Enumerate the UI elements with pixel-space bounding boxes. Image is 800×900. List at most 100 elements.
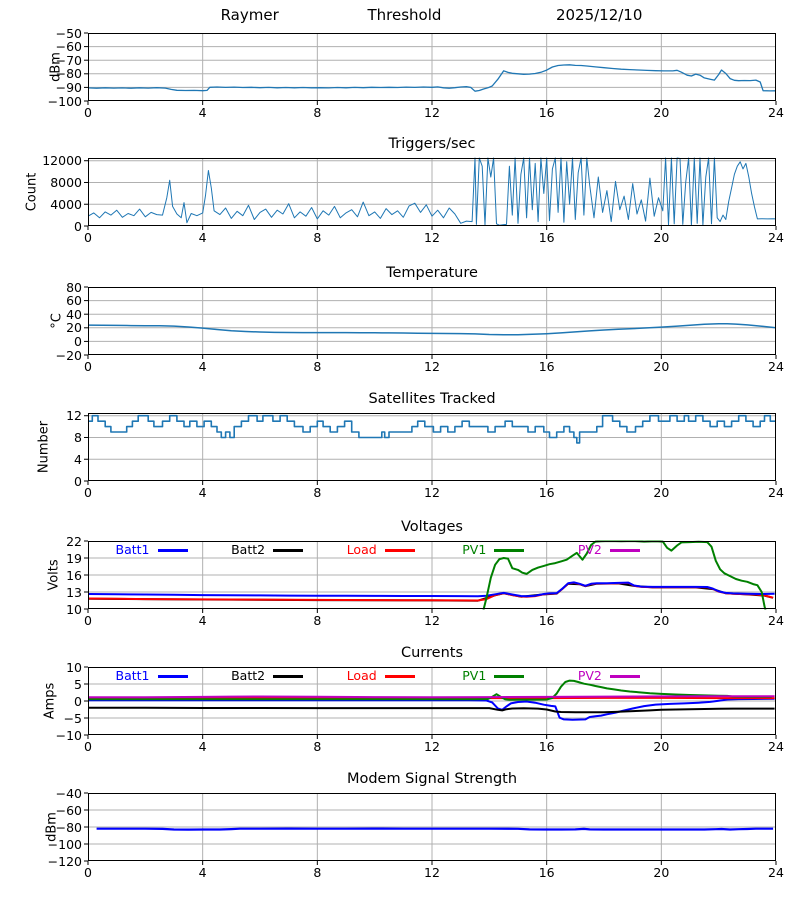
x-tick-label: 0 — [84, 865, 92, 880]
x-tick-label: 0 — [84, 613, 92, 628]
legend-line-swatch — [494, 549, 525, 552]
currents-axes: Currents Amps Batt1 Batt2 Load PV1 PV2 −10 −5… — [43, 645, 784, 754]
y-tick-label: 40 — [66, 306, 82, 322]
series-group — [88, 679, 775, 721]
x-tick-label: 0 — [84, 359, 92, 374]
chart-title: Modem Signal Strength — [346, 771, 518, 787]
x-tick-label: 20 — [653, 613, 670, 628]
plot-frame — [88, 413, 776, 481]
received-power-axes: Raymer Threshold 2025/12/10 dBm −100 −90−… — [48, 6, 784, 120]
x-tick-label: 24 — [768, 485, 784, 500]
y-tick-label: −120 — [47, 853, 82, 869]
y-tick-label: 12 — [66, 408, 82, 424]
panel-satellites: Satellites Tracked Number 0 4 8 12 0 4 8 12 16 20… — [0, 391, 800, 513]
y-tick-label: 0 — [74, 333, 82, 349]
y-tick-label: −100 — [47, 93, 82, 109]
x-tick-label: 12 — [424, 613, 440, 628]
legend-item-pv1: PV1 — [462, 668, 525, 686]
y-tick-label: 0 — [74, 473, 82, 489]
y-tick-label: −60 — [55, 39, 82, 55]
legend-item-batt1: Batt1 — [116, 542, 188, 560]
y-tick-label: 19 — [66, 550, 82, 566]
x-tick-label: 24 — [768, 359, 784, 374]
y-tick-label: 80 — [66, 279, 82, 295]
legend-line-swatch — [157, 549, 188, 552]
currents-legend: Batt1 Batt2 Load PV1 PV2 — [88, 668, 776, 686]
legend-item-pv2: PV2 — [578, 542, 640, 560]
x-tick-label: 24 — [768, 613, 784, 628]
y-tick-label: −5 — [63, 710, 82, 726]
y-tick-label: −40 — [55, 785, 82, 801]
triggers-plot — [84, 157, 777, 230]
y-tick-label: 20 — [66, 320, 82, 336]
y-tick-label: −90 — [55, 79, 82, 95]
plot-frame — [88, 541, 776, 609]
x-tick-label: 4 — [198, 485, 207, 500]
legend-label: PV1 — [462, 668, 487, 683]
chart-title: Satellites Tracked — [368, 391, 496, 407]
x-tick-label: 24 — [768, 739, 784, 754]
x-tick-label: 0 — [84, 739, 92, 754]
panel-temperature: Temperature °C −20 0 20 40 60 80 0 4 8 12 16 20 24 — [0, 265, 800, 387]
x-tick-label: 24 — [768, 105, 784, 120]
x-tick-label: 4 — [198, 105, 207, 120]
panel-received-power: Raymer Threshold 2025/12/10 dBm −100 −90−… — [0, 6, 800, 133]
x-tick-label: 20 — [653, 105, 670, 120]
series-group — [88, 64, 776, 92]
satellites-plot — [84, 413, 777, 485]
legend-line-swatch — [384, 675, 415, 678]
panel-triggers: Triggers/sec Count 0 4000 8000 12000 0 4 8 12 16… — [0, 136, 800, 258]
y-tick-label: 0 — [74, 693, 82, 709]
legend-label: PV1 — [462, 542, 487, 557]
legend-item-pv2: PV2 — [578, 668, 640, 686]
x-tick-label: 24 — [768, 865, 784, 880]
x-tick-label: 12 — [424, 739, 440, 754]
y-tick-label: 8000 — [50, 174, 82, 190]
legend-label: Batt2 — [231, 668, 266, 683]
tick-marks — [84, 160, 777, 230]
series-group — [88, 157, 776, 226]
x-tick-label: 4 — [198, 865, 207, 880]
y-tick-label: −50 — [55, 25, 82, 41]
legend-label: Batt1 — [115, 668, 150, 683]
x-tick-label: 20 — [653, 865, 670, 880]
y-tick-label: −80 — [55, 66, 82, 82]
y-tick-label: 0 — [74, 218, 82, 234]
legend-line-swatch — [609, 675, 640, 678]
x-tick-label: 20 — [653, 230, 670, 245]
gridlines — [88, 158, 776, 226]
legend-item-batt2: Batt2 — [231, 542, 304, 560]
series-temp — [88, 322, 776, 336]
series-dbm — [88, 64, 776, 92]
chart-title: Temperature — [386, 265, 478, 281]
legend-item-load: Load — [347, 542, 415, 560]
x-tick-label: 8 — [313, 359, 322, 374]
legend-label: Batt2 — [231, 542, 266, 557]
triggers-axes: Triggers/sec Count 0 4000 8000 12000 0 4 8 12 16… — [25, 136, 784, 245]
series-group — [88, 322, 776, 336]
legend-label: Load — [346, 542, 377, 557]
y-tick-label: 60 — [66, 293, 82, 309]
x-tick-label: 4 — [198, 359, 207, 374]
panel-currents: Currents Amps Batt1 Batt2 Load PV1 PV2 −10 −5… — [0, 645, 800, 767]
x-tick-label: 20 — [653, 359, 670, 374]
y-tick-label: 4000 — [50, 196, 82, 212]
tick-marks — [84, 666, 777, 739]
temperature-plot — [84, 286, 777, 359]
x-tick-label: 8 — [313, 485, 322, 500]
y-tick-label: 22 — [66, 533, 82, 549]
y-tick-label: 5 — [74, 676, 82, 692]
modem-signal-plot — [84, 792, 777, 865]
y-tick-label: 13 — [66, 584, 82, 600]
x-tick-label: 8 — [313, 230, 322, 245]
x-tick-label: 8 — [313, 739, 322, 754]
y-tick-label: 4 — [74, 451, 82, 467]
plot-frame — [88, 287, 776, 355]
figure-title-row: Raymer Threshold 2025/12/10 — [88, 6, 776, 28]
x-tick-label: 12 — [424, 359, 440, 374]
plot-frame — [88, 793, 776, 861]
y-tick-label: −10 — [55, 727, 82, 743]
x-tick-label: 24 — [768, 230, 784, 245]
gridlines — [88, 793, 776, 861]
mode-label: Threshold — [367, 6, 442, 24]
